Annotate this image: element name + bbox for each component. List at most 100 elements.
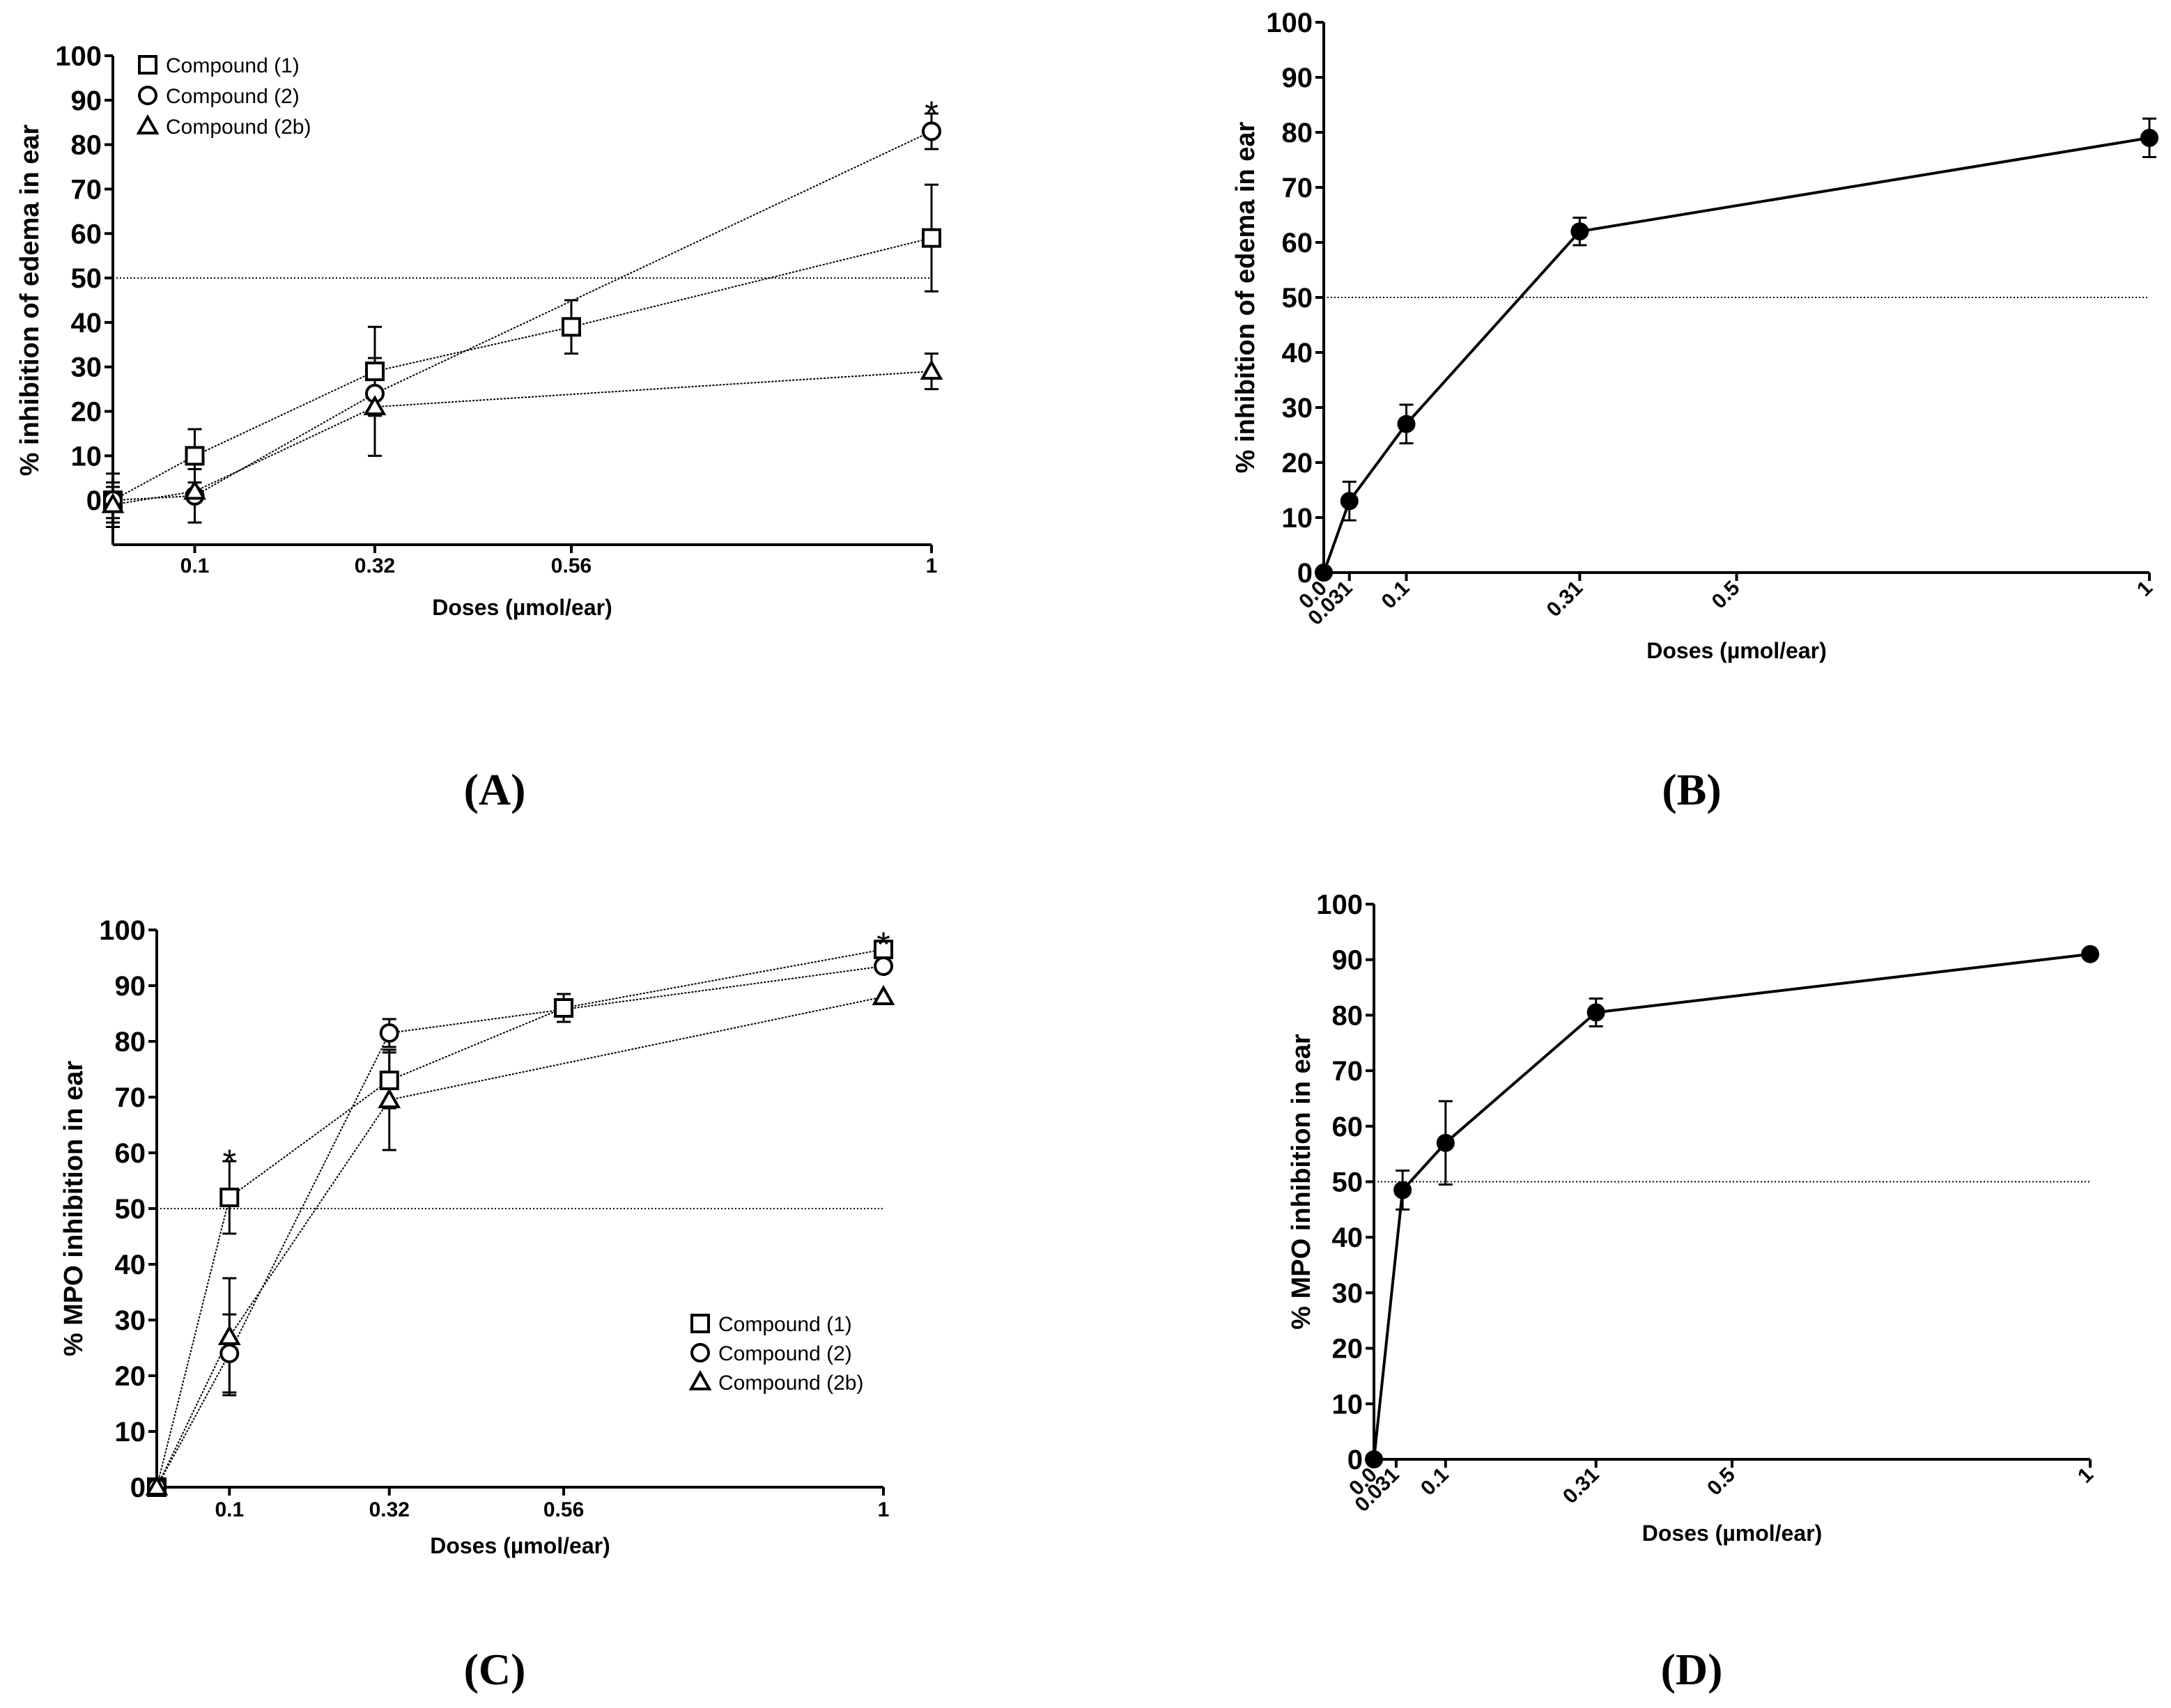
series-line-1 [156,949,884,1488]
data-point-square [554,998,574,1018]
data-point-triangle [217,1324,241,1345]
data-point-triangle [872,984,895,1005]
y-tick-label: 10 [115,1417,146,1447]
y-tick-label: 90 [1282,63,1313,93]
data-point-triangle [363,395,387,416]
series-line-2 [112,130,932,502]
data-point-square [185,446,205,466]
y-tick-label: 100 [1266,8,1313,38]
legend-label: Compound (1) [166,54,300,77]
y-tick-label: 10 [71,441,102,472]
legend-label: Compound (2b) [718,1372,863,1395]
series-line-3 [112,371,932,506]
y-tick-label: 30 [1332,1278,1363,1309]
x-tick-label: 0.56 [551,554,592,577]
data-point-square [365,362,385,382]
y-tick-label: 0 [1297,558,1313,589]
data-point-circle [874,956,893,976]
y-tick-label: 20 [115,1361,146,1392]
legend-marker-square [690,1314,710,1333]
x-tick-label: 0.56 [543,1498,584,1521]
y-tick-label: 80 [1332,1000,1363,1031]
y-tick-label: 0 [130,1473,146,1503]
x-tick-label: 0.1 [180,554,210,577]
legend-label: Compound (1) [718,1313,852,1336]
legend-marker-circle [138,86,157,105]
series-line-2 [156,965,884,1488]
y-tick-label: 0 [86,486,102,516]
series-line-1 [1322,136,2150,573]
y-tick-label: 100 [99,915,146,946]
x-tick-label: 0.32 [355,554,395,577]
legend-label: Compound (2) [166,85,300,108]
y-tick-label: 90 [1332,945,1363,976]
y-tick-label: 100 [55,41,102,72]
data-point-square [379,1071,399,1090]
y-tick-label: 40 [1332,1222,1363,1253]
panel-a: 0 10 20 30 40 50 60 70 80 90 100 0.1 0.32 0.56 1 Doses … [15,41,943,814]
data-point-triangle [183,479,206,500]
y-tick-label: 80 [1282,118,1313,148]
y-tick-label: 0 [1347,1445,1363,1475]
data-point-filled-circle [1436,1133,1455,1152]
y-tick-label: 70 [1282,173,1313,203]
y-tick-label: 50 [71,263,102,294]
data-point-filled-circle [1340,492,1359,511]
data-point-triangle [920,359,943,380]
data-point-triangle [101,492,125,513]
x-axis-title: Doses (µmol/ear) [1646,638,1827,663]
legend-marker-triangle [136,114,160,134]
data-point-circle [922,121,941,141]
significance-star: * [925,94,938,133]
x-tick-label: 1 [2133,577,2157,601]
y-tick-label: 90 [115,971,146,1002]
panel-label: (D) [1661,1645,1723,1694]
y-axis-title: % inhibition of edema in ear [1231,121,1260,473]
data-point-filled-circle [1365,1450,1383,1468]
y-tick-label: 70 [71,174,102,205]
y-tick-label: 80 [115,1027,146,1057]
series-line-3 [156,996,884,1488]
x-tick-label: 0.5 [1703,1464,1740,1500]
x-axis-title: Doses (µmol/ear) [1642,1521,1823,1546]
data-point-triangle [378,1087,401,1108]
x-axis-title: Doses (µmol/ear) [430,1533,610,1558]
y-tick-label: 90 [71,86,102,116]
series-line-1 [112,237,932,502]
x-tick-label: 1 [2073,1464,2098,1488]
y-tick-label: 10 [1282,503,1313,534]
y-tick-label: 80 [71,130,102,161]
y-tick-label: 30 [71,352,102,383]
data-point-filled-circle [1397,414,1416,433]
data-point-filled-circle [1586,1003,1605,1022]
y-tick-label: 40 [71,308,102,339]
data-point-filled-circle [1393,1181,1412,1200]
panel-label: (C) [464,1645,526,1694]
data-point-square [219,1188,240,1207]
x-axis-title: Doses (µmol/ear) [432,595,612,620]
x-tick-label: 0.31 [1543,577,1588,622]
x-tick-label: 1 [878,1498,890,1521]
y-tick-label: 70 [1332,1056,1363,1087]
y-tick-label: 50 [1332,1167,1363,1198]
data-point-square [922,228,941,248]
significance-star: * [223,1142,236,1181]
y-tick-label: 10 [1332,1389,1363,1420]
y-tick-label: 60 [115,1138,146,1169]
legend-label: Compound (2b) [166,116,311,139]
x-tick-label: 0.1 [1416,1464,1453,1500]
y-tick-label: 40 [115,1250,146,1280]
y-tick-label: 40 [1282,338,1313,368]
x-tick-label: 0.5 [1708,577,1745,614]
y-tick-label: 20 [1282,448,1313,479]
x-tick-label: 0.32 [369,1498,410,1521]
x-tick-label: 1 [926,554,938,577]
y-tick-label: 50 [115,1194,146,1225]
x-tick-label: 0.1 [1377,577,1414,614]
legend-marker-square [138,55,157,75]
legend-label: Compound (2) [718,1342,852,1365]
x-tick-label: 0.31 [1559,1464,1604,1509]
legend-marker-triangle [688,1369,712,1390]
